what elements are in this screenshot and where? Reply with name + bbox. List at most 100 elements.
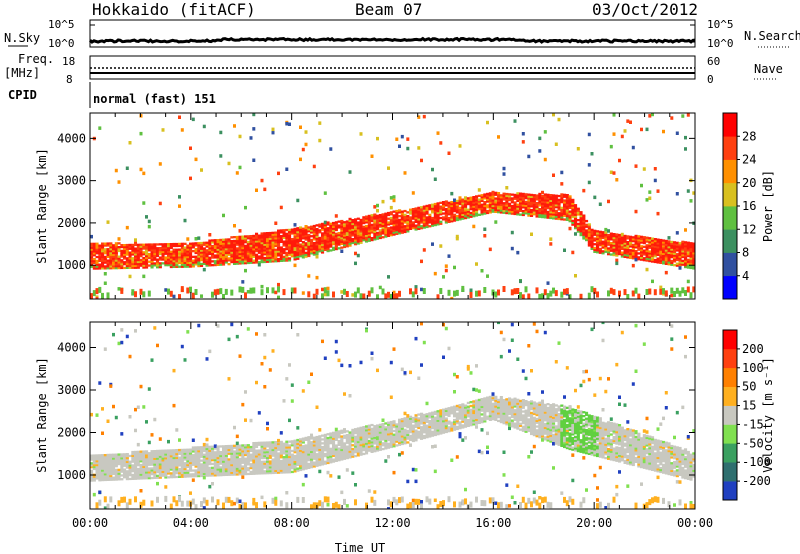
range-cell <box>98 381 102 385</box>
range-cell <box>224 259 228 262</box>
range-cell <box>304 242 308 245</box>
range-cell <box>191 450 195 453</box>
range-cell <box>222 213 225 218</box>
range-cell <box>213 455 217 458</box>
range-cell <box>125 247 129 250</box>
range-cell <box>527 197 531 200</box>
range-cell <box>274 446 278 450</box>
range-cell <box>307 243 311 246</box>
range-cell <box>277 469 281 472</box>
range-cell <box>593 237 597 240</box>
range-cell <box>656 189 660 193</box>
range-cell <box>447 220 451 223</box>
range-cell <box>279 248 283 251</box>
range-cell <box>546 195 550 198</box>
range-cell <box>103 471 107 474</box>
range-cell <box>469 196 473 199</box>
range-cell <box>180 265 184 268</box>
range-cell <box>472 213 476 216</box>
range-cell <box>101 261 105 264</box>
range-cell <box>92 458 96 461</box>
range-cell <box>183 261 187 264</box>
range-cell <box>582 231 586 234</box>
range-cell <box>246 248 250 251</box>
range-cell <box>376 233 380 236</box>
range-cell <box>565 203 569 206</box>
range-cell <box>191 242 195 245</box>
range-cell <box>502 166 506 171</box>
range-cell <box>381 224 385 227</box>
range-cell <box>109 261 113 264</box>
range-cell <box>274 235 278 238</box>
range-cell <box>354 229 358 232</box>
range-cell <box>472 203 476 206</box>
range-cell <box>662 241 666 244</box>
range-cell <box>158 474 162 477</box>
range-cell <box>277 244 281 247</box>
range-cell <box>387 229 391 232</box>
range-cell <box>648 237 652 240</box>
range-cell <box>238 256 242 259</box>
range-cell <box>213 241 217 244</box>
range-cell <box>150 455 154 459</box>
range-cell <box>367 232 371 235</box>
range-cell <box>609 249 613 252</box>
range-cell <box>230 289 234 296</box>
range-cell <box>98 461 102 465</box>
range-cell <box>329 457 333 460</box>
range-cell <box>513 209 517 212</box>
range-cell <box>453 265 456 270</box>
range-cell <box>323 452 327 456</box>
range-cell <box>318 238 322 241</box>
range-cell <box>458 218 462 221</box>
range-cell <box>156 461 160 464</box>
range-cell <box>307 447 311 450</box>
range-cell <box>634 238 638 241</box>
range-cell <box>106 251 110 255</box>
range-cell <box>354 291 357 298</box>
range-cell <box>180 259 184 263</box>
range-cell <box>244 239 248 242</box>
range-cell <box>505 204 509 207</box>
range-cell <box>684 246 688 250</box>
range-cell <box>189 257 193 261</box>
range-cell <box>222 450 226 454</box>
range-cell <box>142 475 146 478</box>
range-cell <box>546 210 550 214</box>
range-cell <box>178 438 181 442</box>
range-cell <box>472 215 476 218</box>
range-cell <box>230 241 234 245</box>
range-cell <box>263 447 267 450</box>
range-cell <box>296 454 300 457</box>
range-cell <box>230 460 234 463</box>
range-cell <box>120 457 124 460</box>
range-cell <box>123 457 127 460</box>
range-cell <box>340 238 344 242</box>
range-cell <box>288 257 292 260</box>
range-cell <box>288 455 292 459</box>
range-cell <box>442 204 446 208</box>
range-cell <box>142 469 146 472</box>
range-cell <box>125 460 129 463</box>
range-cell <box>686 264 690 267</box>
range-cell <box>667 257 671 260</box>
range-cell <box>538 200 542 203</box>
range-cell <box>546 193 550 196</box>
range-cell <box>194 469 198 472</box>
range-cell <box>431 211 435 214</box>
range-cell <box>178 254 182 257</box>
range-cell <box>384 218 388 221</box>
range-cell <box>593 246 597 250</box>
range-cell <box>332 433 336 436</box>
range-cell <box>244 268 247 273</box>
range-cell <box>340 437 344 440</box>
range-cell <box>607 243 611 246</box>
range-cell <box>389 293 393 299</box>
range-cell <box>607 247 611 250</box>
range-cell <box>381 418 385 422</box>
range-cell <box>310 443 314 446</box>
range-cell <box>219 154 223 158</box>
range-cell <box>321 457 325 460</box>
range-cell <box>158 468 162 472</box>
range-cell <box>147 243 151 246</box>
